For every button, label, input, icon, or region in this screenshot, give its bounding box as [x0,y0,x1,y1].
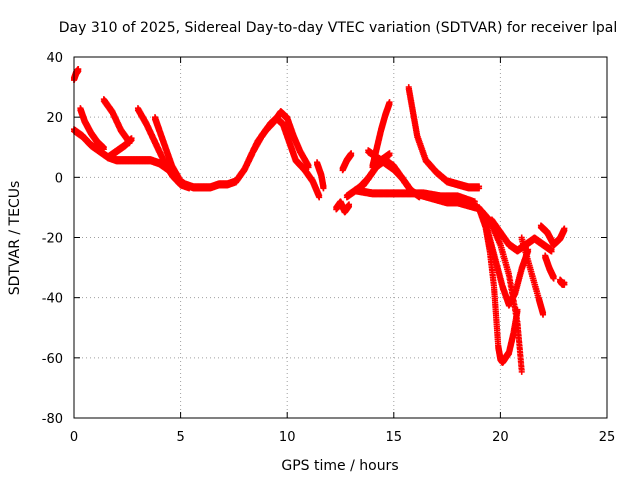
ticks-layer: 0 5 10 15 20 25 -80 -60 -40 -20 0 20 40 [42,51,616,445]
data-point [346,203,353,210]
series-arc-16h-spike [405,84,483,192]
data-point [407,188,414,195]
grid-layer [74,57,607,418]
data-point [386,152,393,159]
x-tick-label: 20 [492,430,509,445]
y-axis-label: SDTVAR / TECUs [7,181,23,296]
y-tick-label: 40 [46,51,63,66]
data-point [177,179,184,186]
x-axis-label: GPS time / hours [281,458,398,474]
data-point [316,194,323,201]
series-arc-3h-b [152,114,184,186]
y-tick-label: -20 [42,232,63,247]
series-arc-23h [557,276,568,288]
x-tick-label: 15 [386,430,403,445]
data-point [320,185,327,192]
series-arc-early-c [105,135,135,162]
series-arc-22h-b [542,252,557,282]
data-point [100,146,107,153]
series-arc-12h-a [333,198,353,216]
y-tick-label: -60 [42,352,63,367]
series-arc-12h-b [339,150,355,174]
data-point [386,101,393,108]
series-arc-peak [245,108,312,171]
x-tick-label: 5 [176,430,184,445]
series-arc-early-a [77,105,107,153]
x-tick-label: 10 [279,430,296,445]
x-tick-label: 0 [70,430,78,445]
data-point [128,137,135,144]
data-point [186,185,193,192]
y-tick-label: 0 [55,171,63,186]
plot-frame [73,56,608,419]
series-arc-start-high [71,66,82,84]
y-tick-label: 20 [46,111,63,126]
series-arc-11h [314,159,327,192]
y-tick-label: -40 [42,292,63,307]
y-tick-label: -80 [42,412,63,427]
data-point [75,68,82,75]
x-tick-label: 25 [599,430,616,445]
data-point [305,164,312,171]
series-arc-15h-b [365,147,414,195]
series-arc-14h-up [369,99,393,171]
data-point [348,152,355,159]
marks-layer [71,66,568,375]
chart-title: Day 310 of 2025, Sidereal Day-to-day VTE… [59,20,617,36]
